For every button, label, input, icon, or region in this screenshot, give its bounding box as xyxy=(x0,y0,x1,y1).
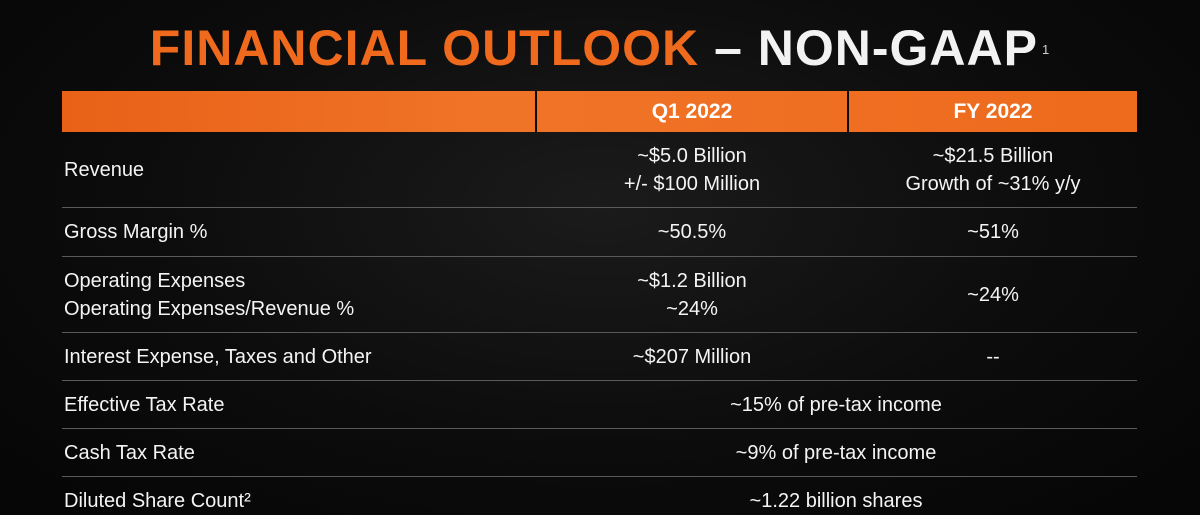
header-q1-2022: Q1 2022 xyxy=(535,91,849,132)
q1-value: ~50.5% xyxy=(657,221,727,243)
row-label: Gross Margin % xyxy=(64,221,208,243)
row-label: Revenue xyxy=(64,158,145,181)
row-label-line: Operating Expenses xyxy=(64,269,246,292)
title-footnote-marker: 1 xyxy=(1041,42,1051,57)
q1-value-line: ~$1.2 Billion xyxy=(637,269,747,292)
title-suffix: – NON-GAAP xyxy=(714,20,1038,76)
page-title: FINANCIAL OUTLOOK – NON-GAAP 1 xyxy=(0,18,1200,78)
fy-value: ~51% xyxy=(967,221,1019,243)
row-label: Diluted Share Count² xyxy=(64,490,251,512)
row-label: Cash Tax Rate xyxy=(64,441,195,464)
q1-value-line: +/- $100 Million xyxy=(623,172,761,195)
outlook-table: Q1 2022 FY 2022 Revenue ~$5.0 Billion +/… xyxy=(62,91,1137,515)
table-row-operating-expenses: Operating Expenses Operating Expenses/Re… xyxy=(62,257,1137,333)
fy-value: ~$21.5 Billion Growth of ~31% y/y xyxy=(849,132,1137,207)
spanning-value: ~1.22 billion shares xyxy=(749,490,923,512)
row-label: Interest Expense, Taxes and Other xyxy=(64,345,372,368)
q1-value: ~$207 Million xyxy=(632,345,752,368)
q1-value: ~$5.0 Billion +/- $100 Million xyxy=(535,132,849,207)
spanning-value: ~15% of pre-tax income xyxy=(730,393,942,416)
fy-value-line: ~$21.5 Billion xyxy=(932,144,1054,167)
spanning-value: ~9% of pre-tax income xyxy=(735,441,937,464)
row-label: Operating Expenses Operating Expenses/Re… xyxy=(62,257,535,332)
header-label-column xyxy=(62,91,535,132)
fy-value-line: Growth of ~31% y/y xyxy=(905,172,1081,195)
fy-value: ~24% xyxy=(967,283,1019,306)
table-row-gross-margin: Gross Margin % ~50.5% ~51% xyxy=(62,208,1137,257)
table-row-effective-tax-rate: Effective Tax Rate ~15% of pre-tax incom… xyxy=(62,381,1137,429)
fy-value: -- xyxy=(986,345,1000,368)
table-row-diluted-share-count: Diluted Share Count² ~1.22 billion share… xyxy=(62,477,1137,515)
table-row-interest-expense: Interest Expense, Taxes and Other ~$207 … xyxy=(62,333,1137,381)
header-fy-2022: FY 2022 xyxy=(953,99,1033,123)
q1-value-line: ~24% xyxy=(666,297,718,320)
title-highlight: FINANCIAL OUTLOOK xyxy=(149,20,700,76)
table-row-revenue: Revenue ~$5.0 Billion +/- $100 Million ~… xyxy=(62,132,1137,208)
q1-value-line: ~$5.0 Billion xyxy=(637,144,747,167)
row-label-line: Operating Expenses/Revenue % xyxy=(64,297,355,320)
table-row-cash-tax-rate: Cash Tax Rate ~9% of pre-tax income xyxy=(62,429,1137,477)
table-header: Q1 2022 FY 2022 xyxy=(62,91,1137,132)
q1-value: ~$1.2 Billion ~24% xyxy=(535,257,849,332)
row-label: Effective Tax Rate xyxy=(64,393,225,416)
